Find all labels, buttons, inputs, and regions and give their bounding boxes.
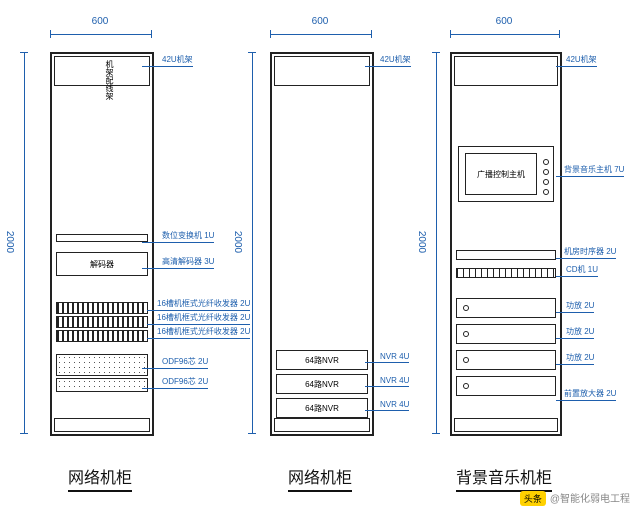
watermark-text: @智能化弱电工程 xyxy=(550,494,630,505)
right-c5: 功放 2U xyxy=(566,326,594,339)
cabinet-mid: 64路NVR 64路NVR 64路NVR xyxy=(270,52,374,436)
broadcast-host-frame: 广播控制主机 xyxy=(458,146,554,202)
right-c6: 功放 2U xyxy=(566,352,594,365)
dim-top-right-label: 600 xyxy=(496,16,513,27)
dim-top-mid xyxy=(270,30,372,38)
left-c7: ODF96芯 2U xyxy=(162,376,208,389)
right-c2: 机房时序器 2U xyxy=(564,246,616,259)
left-c4: 16槽机框式光纤收发器 2U xyxy=(157,312,250,325)
inner-top-label: 机架配线架 xyxy=(104,60,115,100)
dim-top-left-label: 600 xyxy=(92,16,109,27)
left-c3: 16槽机框式光纤收发器 2U xyxy=(157,298,250,311)
left-c1: 数位变换机 1U xyxy=(162,230,214,243)
right-c7: 前置放大器 2U xyxy=(564,388,616,401)
screen-text: 广播控制主机 xyxy=(477,169,525,180)
dim-right-v-label: 2000 xyxy=(416,231,427,253)
cabinet-right: 广播控制主机 xyxy=(450,52,562,436)
left-c0: 42U机架 xyxy=(162,54,193,67)
dim-mid-v xyxy=(248,52,256,434)
dim-top-right xyxy=(450,30,560,38)
right-c1: 背景音乐主机 7U xyxy=(564,164,624,177)
right-c0: 42U机架 xyxy=(566,54,597,67)
cabinet-left: 机架配线架 解码器 xyxy=(50,52,154,436)
dim-left-v-label: 2000 xyxy=(4,231,15,253)
dim-top-left xyxy=(50,30,152,38)
watermark: 头条 @智能化弱电工程 xyxy=(520,490,630,506)
title-mid: 网络机柜 xyxy=(288,464,352,492)
dim-left-v xyxy=(20,52,28,434)
left-c6: ODF96芯 2U xyxy=(162,356,208,369)
broadcast-host-screen: 广播控制主机 xyxy=(465,153,537,195)
dim-right-v xyxy=(432,52,440,434)
mid-c3: NVR 4U xyxy=(380,400,409,411)
mid-c1: NVR 4U xyxy=(380,352,409,363)
title-left: 网络机柜 xyxy=(68,464,132,492)
decoder-module: 解码器 xyxy=(56,252,148,276)
nvr-1: 64路NVR xyxy=(276,350,368,370)
right-c3: CD机 1U xyxy=(566,264,598,277)
decoder-label: 解码器 xyxy=(90,259,114,270)
nvr-2: 64路NVR xyxy=(276,374,368,394)
mid-c0: 42U机架 xyxy=(380,54,411,67)
right-c4: 功放 2U xyxy=(566,300,594,313)
mid-c2: NVR 4U xyxy=(380,376,409,387)
left-c2: 高清解码器 3U xyxy=(162,256,214,269)
title-right: 背景音乐机柜 xyxy=(456,464,552,492)
watermark-tag: 头条 xyxy=(520,491,546,506)
left-c5: 16槽机框式光纤收发器 2U xyxy=(157,326,250,339)
dim-top-mid-label: 600 xyxy=(312,16,329,27)
nvr-3: 64路NVR xyxy=(276,398,368,418)
dim-mid-v-label: 2000 xyxy=(232,231,243,253)
screen-buttons xyxy=(543,159,549,195)
